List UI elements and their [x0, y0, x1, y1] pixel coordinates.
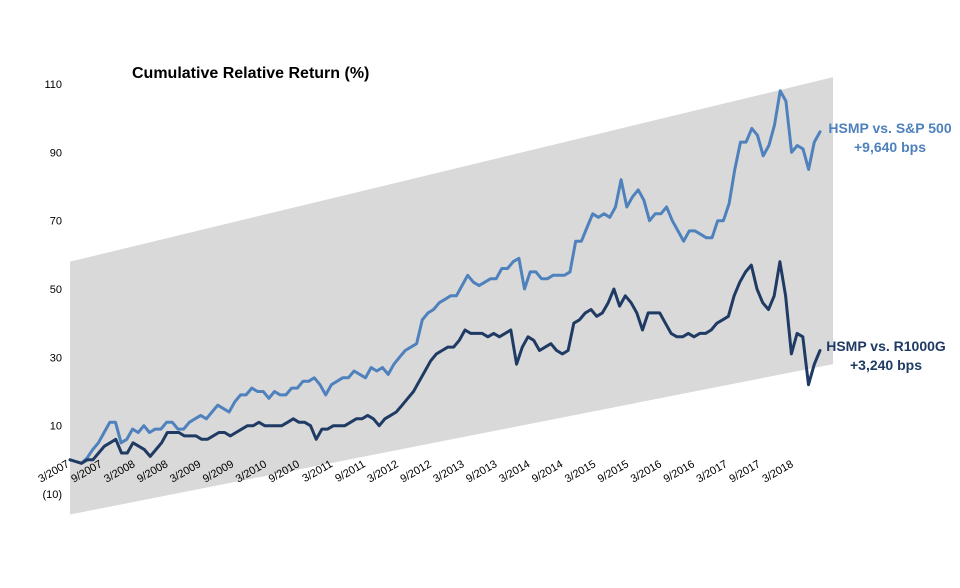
x-tick-label: 3/2014 — [497, 458, 532, 485]
chart-title: Cumulative Relative Return (%) — [132, 65, 369, 82]
x-tick-label: 3/2017 — [695, 458, 730, 485]
x-tick-label: 9/2017 — [727, 458, 762, 485]
y-tick-label: 70 — [50, 216, 62, 228]
x-tick-label: 9/2013 — [464, 458, 499, 485]
x-tick-label: 3/2012 — [365, 458, 400, 485]
series-line-1 — [68, 89, 822, 465]
y-tick-label: 50 — [50, 284, 62, 296]
x-tick-label: 9/2014 — [530, 458, 565, 485]
x-tick-label: 3/2016 — [629, 458, 664, 485]
series-annotation-name: HSMP vs. S&P 500 — [828, 120, 951, 136]
x-tick-label: 9/2016 — [662, 458, 697, 485]
y-tick-label: 90 — [50, 147, 62, 159]
x-tick-label: 3/2015 — [563, 458, 598, 485]
y-tick-label: 10 — [50, 421, 62, 433]
series-annotation-bps: +3,240 bps — [850, 357, 922, 373]
y-tick-label: (10) — [42, 489, 62, 501]
series-annotation-name: HSMP vs. R1000G — [826, 338, 946, 354]
x-tick-label: 9/2012 — [398, 458, 433, 485]
x-tick-label: 3/2013 — [431, 458, 466, 485]
x-tick-label: 9/2011 — [333, 458, 367, 485]
y-tick-label: 30 — [50, 352, 62, 364]
x-tick-label: 3/2007 — [36, 458, 71, 485]
y-tick-label: 110 — [44, 79, 62, 91]
x-tick-label: 3/2018 — [760, 458, 795, 485]
series-line-2 — [68, 260, 822, 465]
series-annotation-bps: +9,640 bps — [854, 139, 926, 155]
x-tick-label: 9/2015 — [596, 458, 631, 485]
